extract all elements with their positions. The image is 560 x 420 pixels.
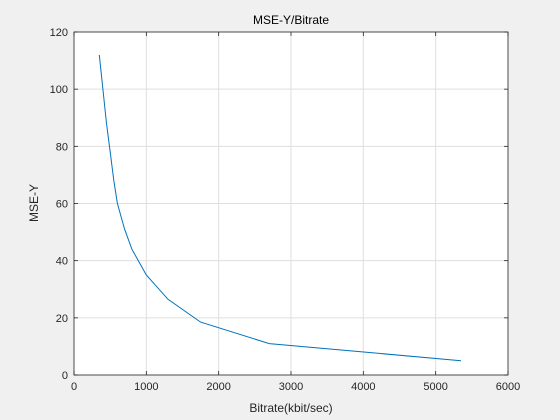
x-tick-label: 5000 [423, 381, 447, 393]
ticks: 0 1000 2000 3000 4000 5000 6000 0 20 40 60 80 100 120 [50, 27, 521, 393]
y-tick-label: 120 [50, 27, 68, 39]
x-tick-label: 2000 [206, 381, 230, 393]
y-tick-label: 40 [56, 256, 68, 268]
y-tick-label: 100 [50, 84, 68, 96]
x-tick-label: 0 [71, 381, 77, 393]
x-tick-label: 6000 [496, 381, 520, 393]
x-tick-label: 3000 [279, 381, 303, 393]
x-axis-title: Bitrate(kbit/sec) [249, 401, 332, 415]
y-tick-label: 0 [62, 370, 68, 382]
x-tick-label: 4000 [351, 381, 375, 393]
series-layer [98, 54, 462, 362]
chart-title: MSE-Y/Bitrate [253, 13, 329, 27]
y-tick-label: 60 [56, 199, 68, 211]
y-tick-label: 20 [56, 313, 68, 325]
series-line [98, 54, 462, 362]
x-tick-label: 1000 [134, 381, 158, 393]
y-tick-label: 80 [56, 141, 68, 153]
y-axis-title: MSE-Y [27, 184, 41, 222]
